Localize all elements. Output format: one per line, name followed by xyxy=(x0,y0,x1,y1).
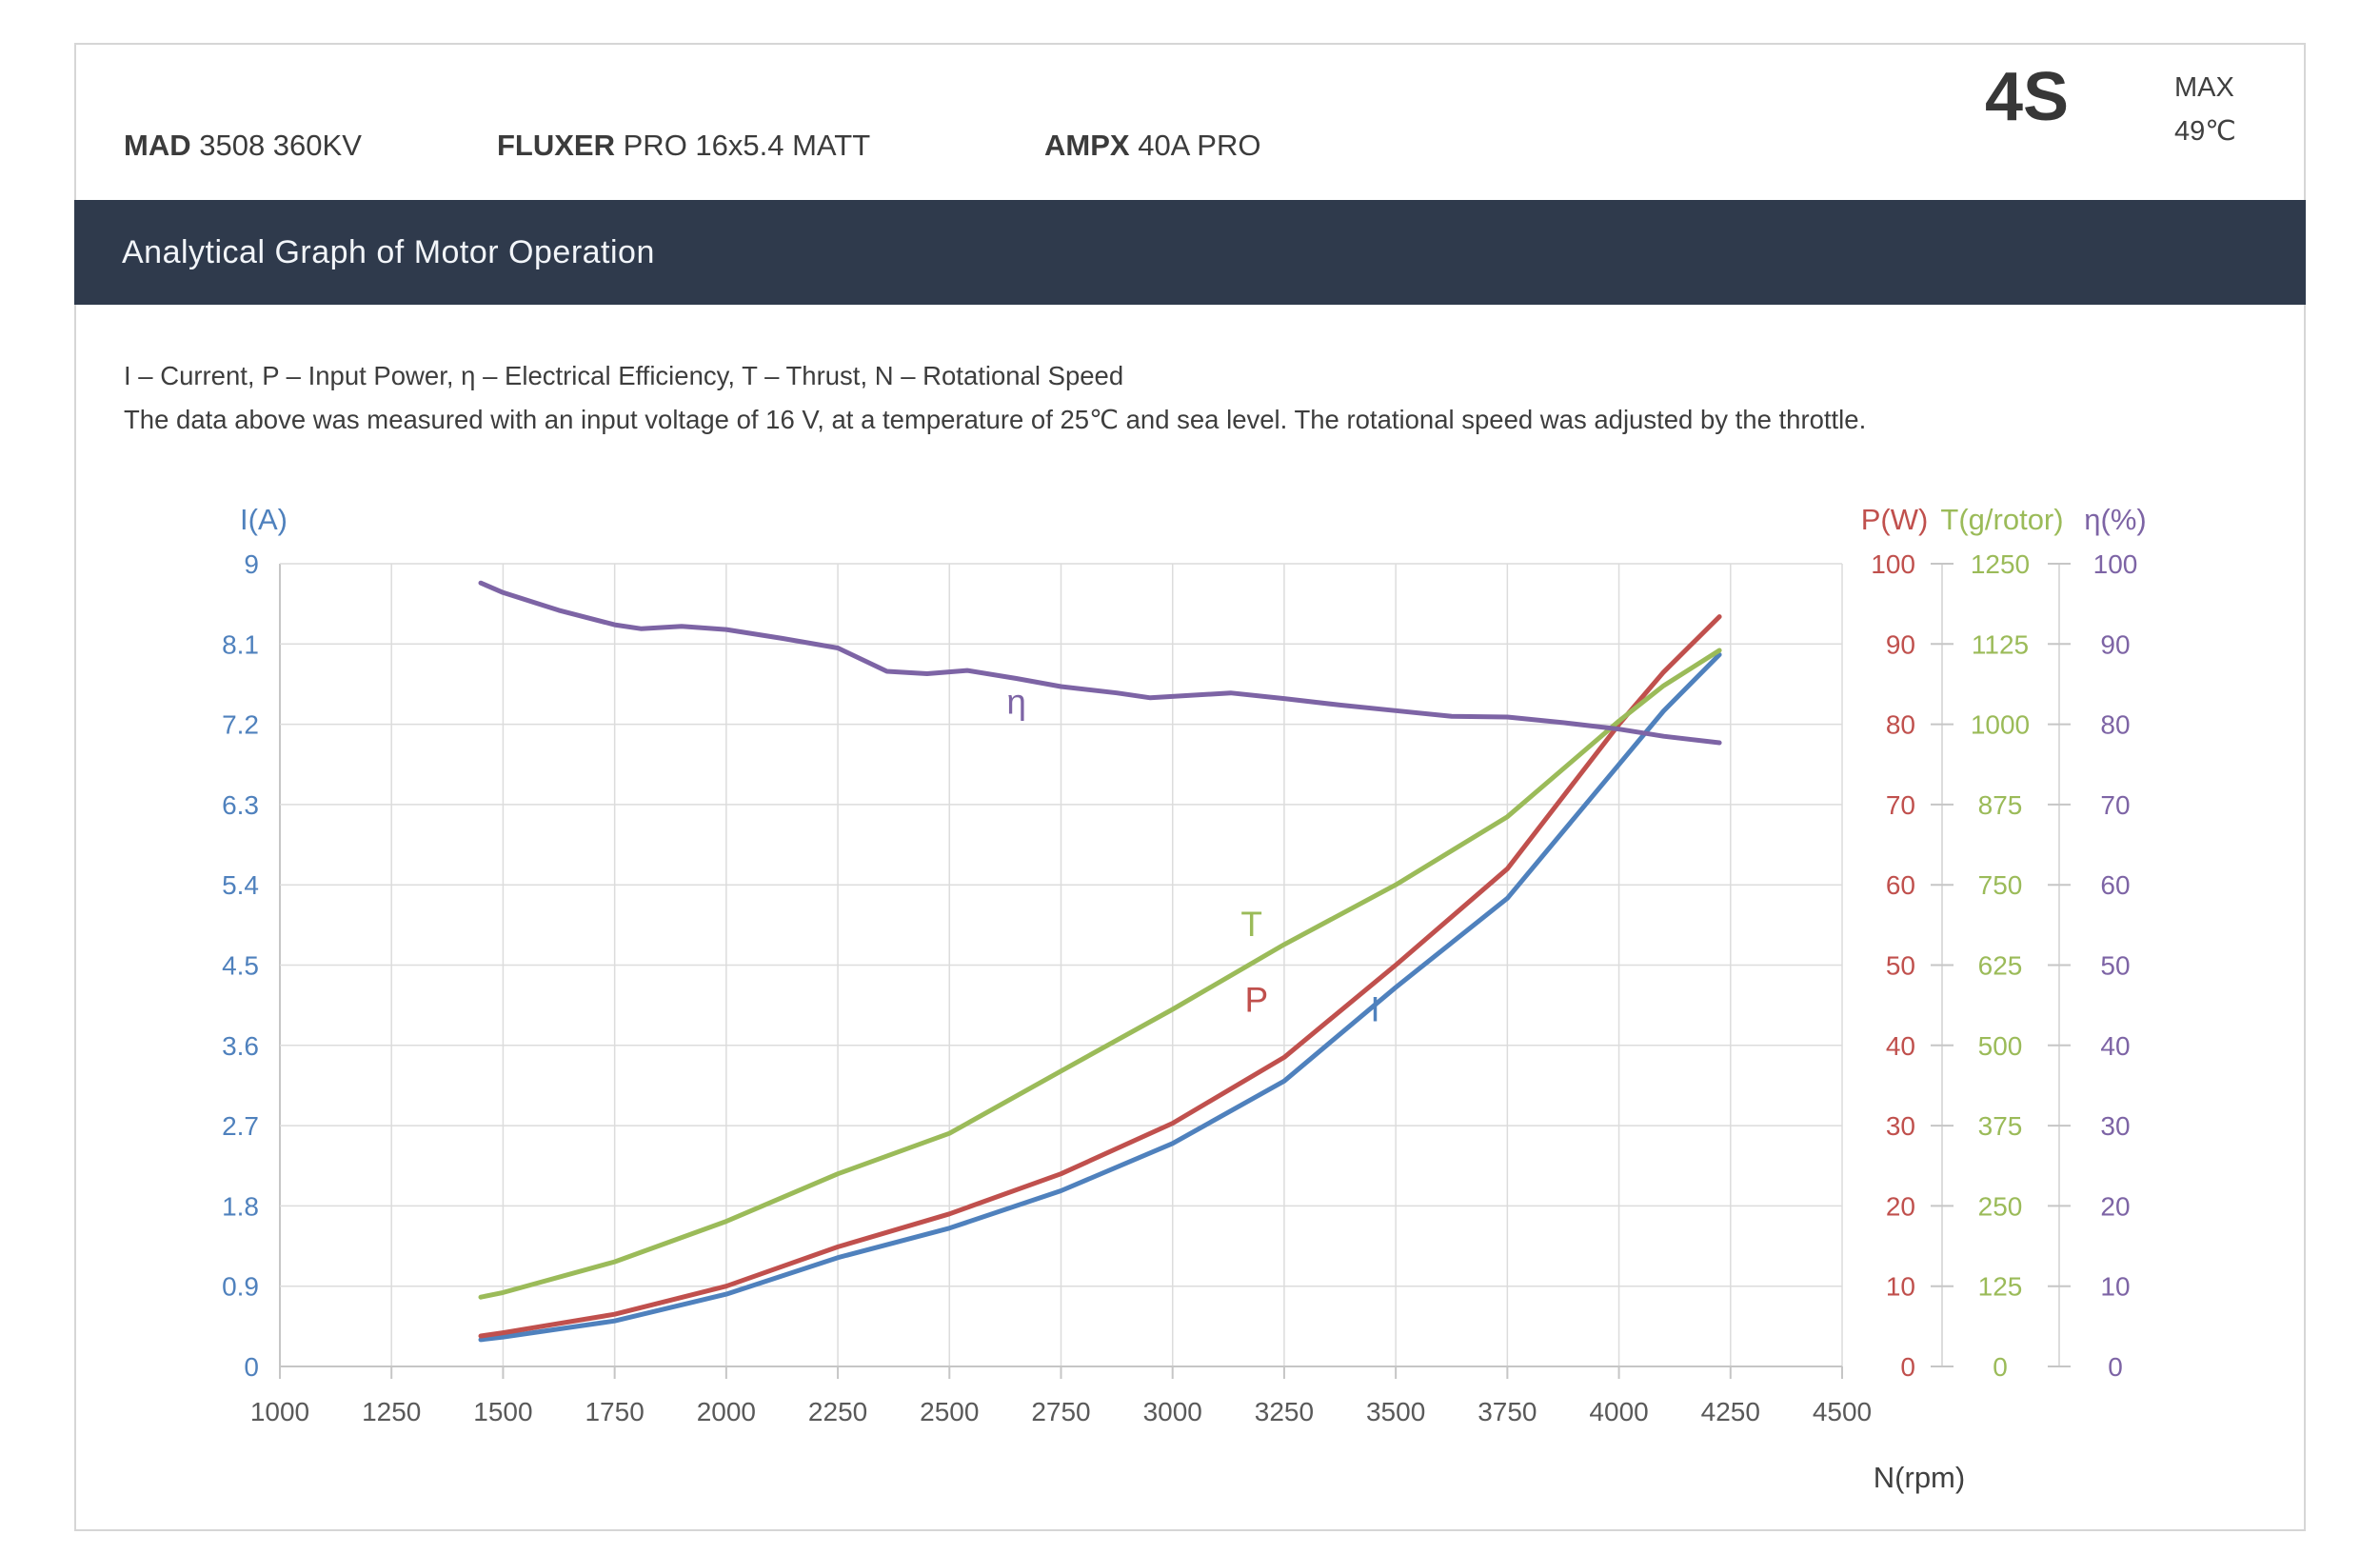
x-tick-label: 2500 xyxy=(920,1397,979,1426)
axis-I-tick-label: 9 xyxy=(244,549,259,579)
curve-label-I: I xyxy=(1370,990,1379,1029)
product-propeller: FLUXER PRO 16x5.4 MATT xyxy=(497,129,870,163)
x-tick-label: 1000 xyxy=(250,1397,309,1426)
axis-P-tick-label: 50 xyxy=(1886,951,1915,981)
x-tick-label: 4000 xyxy=(1589,1397,1648,1426)
axis-eta-tick-label: 90 xyxy=(2100,629,2130,659)
report-card: MAD 3508 360KV FLUXER PRO 16x5.4 MATT AM… xyxy=(74,43,2306,1531)
right-axes: P(W)0102030405060708090100T(g/rotor)0125… xyxy=(1861,503,2147,1382)
product-propeller-model: PRO 16x5.4 MATT xyxy=(623,129,871,162)
product-motor-model: 3508 360KV xyxy=(199,129,362,162)
x-tick-label: 3750 xyxy=(1478,1397,1537,1426)
axis-P-tick-label: 0 xyxy=(1900,1352,1915,1382)
axis-T-tick-label: 625 xyxy=(1978,951,2023,981)
max-temp-value: 49℃ xyxy=(2174,116,2236,147)
max-temperature: MAX 49℃ xyxy=(2174,66,2236,153)
legend-line: I – Current, P – Input Power, η – Electr… xyxy=(124,361,1124,390)
axis-I-labels: I(A) 0 0.9 1.8 2.7 3.6 4.5 5.4 6.3 7.2 8.1 9 xyxy=(222,503,288,1382)
axis-eta-tick-label: 30 xyxy=(2100,1111,2130,1141)
curve-label-η: η xyxy=(1006,683,1026,722)
curve-label-P: P xyxy=(1245,980,1269,1019)
axis-T-tick-label: 1000 xyxy=(1971,710,2030,740)
curve-I xyxy=(478,652,1722,1343)
axis-T-title: T(g/rotor) xyxy=(1940,503,2063,536)
axis-P-tick-label: 80 xyxy=(1886,710,1915,740)
product-esc: AMPX 40A PRO xyxy=(1044,129,1260,163)
curve-T xyxy=(478,648,1722,1300)
axis-I-tick-label: 8.1 xyxy=(222,629,259,659)
axis-P-tick-label: 10 xyxy=(1886,1272,1915,1302)
axis-I-tick-label: 5.4 xyxy=(222,870,259,900)
axis-eta-tick-label: 80 xyxy=(2100,710,2130,740)
curves xyxy=(478,580,1722,1343)
y-gridlines xyxy=(280,563,1842,1367)
axis-eta-tick-label: 70 xyxy=(2100,790,2130,820)
axis-P-tick-label: 90 xyxy=(1886,629,1915,659)
axis-eta-title: η(%) xyxy=(2084,503,2146,536)
axis-eta-tick-label: 10 xyxy=(2100,1272,2130,1302)
axis-I-tick-label: 4.5 xyxy=(222,951,259,981)
x-tick-label: 4500 xyxy=(1813,1397,1872,1426)
axis-T-tick-label: 125 xyxy=(1978,1272,2023,1302)
axis-eta-tick-label: 50 xyxy=(2100,951,2130,981)
x-axis-title: N(rpm) xyxy=(1874,1461,1965,1494)
axis-I-tick-label: 3.6 xyxy=(222,1031,259,1061)
x-tick-label: 2750 xyxy=(1031,1397,1090,1426)
axis-T-tick-label: 875 xyxy=(1978,790,2023,820)
axis-T-tick-label: 250 xyxy=(1978,1191,2023,1221)
axis-I-tick-label: 0 xyxy=(244,1352,259,1382)
curve-η xyxy=(478,580,1722,746)
curve-P xyxy=(478,614,1722,1339)
x-tick-label: 3000 xyxy=(1143,1397,1202,1426)
product-propeller-brand: FLUXER xyxy=(497,129,615,162)
battery-rating: 4S xyxy=(1985,59,2070,135)
axis-eta-tick-label: 40 xyxy=(2100,1031,2130,1061)
axis-I-tick-label: 2.7 xyxy=(222,1111,259,1141)
axis-P-tick-label: 60 xyxy=(1886,870,1915,900)
chart-description: I – Current, P – Input Power, η – Electr… xyxy=(124,354,1866,442)
axis-I-title: I(A) xyxy=(240,503,288,536)
title-banner: Analytical Graph of Motor Operation xyxy=(74,200,2306,305)
axis-eta-tick-label: 60 xyxy=(2100,870,2130,900)
x-axis-labels: 1000 1250 1500 1750 2000 2250 2500 2750 3000 3250… xyxy=(250,1397,1965,1494)
product-esc-brand: AMPX xyxy=(1044,129,1130,162)
axis-T-tick-label: 1125 xyxy=(1972,629,2029,659)
max-label: MAX xyxy=(2174,72,2234,103)
axis-eta-tick-label: 20 xyxy=(2100,1191,2130,1221)
x-tick-label: 2000 xyxy=(697,1397,756,1426)
x-tick-label: 3250 xyxy=(1255,1397,1314,1426)
page-title: Analytical Graph of Motor Operation xyxy=(122,234,655,270)
x-tick-label: 1500 xyxy=(473,1397,532,1426)
axis-T-tick-label: 500 xyxy=(1978,1031,2023,1061)
conditions-line: The data above was measured with an inpu… xyxy=(124,405,1867,434)
axis-T-tick-label: 0 xyxy=(1993,1352,2008,1382)
axis-I-tick-label: 6.3 xyxy=(222,790,259,820)
x-tick-label: 2250 xyxy=(808,1397,867,1426)
axis-P-title: P(W) xyxy=(1861,503,1929,536)
x-tick-label: 4250 xyxy=(1701,1397,1760,1426)
x-tick-label: 3500 xyxy=(1366,1397,1425,1426)
curve-label-T: T xyxy=(1240,905,1262,944)
axis-eta-tick-label: 100 xyxy=(2093,549,2138,579)
x-tick-label: 1750 xyxy=(585,1397,644,1426)
product-motor-brand: MAD xyxy=(124,129,191,162)
axis-T-tick-label: 375 xyxy=(1978,1111,2023,1141)
axis-I-tick-label: 7.2 xyxy=(222,710,259,740)
axis-P-tick-label: 40 xyxy=(1886,1031,1915,1061)
axis-eta-tick-label: 0 xyxy=(2108,1352,2123,1382)
axis-P-tick-label: 70 xyxy=(1886,790,1915,820)
axis-P-tick-label: 30 xyxy=(1886,1111,1915,1141)
product-motor: MAD 3508 360KV xyxy=(124,129,362,163)
axis-P-tick-label: 100 xyxy=(1871,549,1915,579)
axis-P-tick-label: 20 xyxy=(1886,1191,1915,1221)
axis-T-tick-label: 1250 xyxy=(1971,549,2030,579)
axis-I-tick-label: 0.9 xyxy=(222,1272,259,1302)
axis-I-tick-label: 1.8 xyxy=(222,1191,259,1221)
product-esc-model: 40A PRO xyxy=(1138,129,1261,162)
x-tick-label: 1250 xyxy=(362,1397,421,1426)
axis-T-tick-label: 750 xyxy=(1978,870,2023,900)
curve-labels: η TP I xyxy=(1006,683,1379,1029)
